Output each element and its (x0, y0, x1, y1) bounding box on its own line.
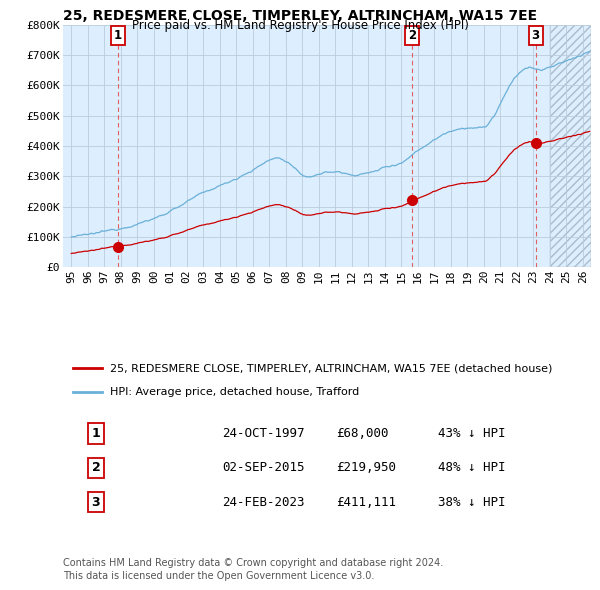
Text: 24-OCT-1997: 24-OCT-1997 (222, 427, 305, 440)
Text: £68,000: £68,000 (336, 427, 389, 440)
Text: £219,950: £219,950 (336, 461, 396, 474)
Text: 2: 2 (92, 461, 100, 474)
Text: Contains HM Land Registry data © Crown copyright and database right 2024.: Contains HM Land Registry data © Crown c… (63, 558, 443, 568)
Bar (550, 25, 591, 267)
Text: HPI: Average price, detached house, Trafford: HPI: Average price, detached house, Traf… (110, 386, 359, 396)
Text: 25, REDESMERE CLOSE, TIMPERLEY, ALTRINCHAM, WA15 7EE: 25, REDESMERE CLOSE, TIMPERLEY, ALTRINCH… (63, 9, 537, 23)
Text: 3: 3 (532, 29, 540, 42)
Text: 1: 1 (114, 29, 122, 42)
Text: £411,111: £411,111 (336, 496, 396, 509)
Text: Price paid vs. HM Land Registry's House Price Index (HPI): Price paid vs. HM Land Registry's House … (131, 19, 469, 32)
Text: 1: 1 (92, 427, 100, 440)
Text: 02-SEP-2015: 02-SEP-2015 (222, 461, 305, 474)
Text: 3: 3 (92, 496, 100, 509)
Text: 2: 2 (408, 29, 416, 42)
Text: 25, REDESMERE CLOSE, TIMPERLEY, ALTRINCHAM, WA15 7EE (detached house): 25, REDESMERE CLOSE, TIMPERLEY, ALTRINCH… (110, 363, 553, 373)
Text: This data is licensed under the Open Government Licence v3.0.: This data is licensed under the Open Gov… (63, 571, 374, 581)
Text: 38% ↓ HPI: 38% ↓ HPI (438, 496, 505, 509)
Text: 48% ↓ HPI: 48% ↓ HPI (438, 461, 505, 474)
Text: 43% ↓ HPI: 43% ↓ HPI (438, 427, 505, 440)
Text: 24-FEB-2023: 24-FEB-2023 (222, 496, 305, 509)
